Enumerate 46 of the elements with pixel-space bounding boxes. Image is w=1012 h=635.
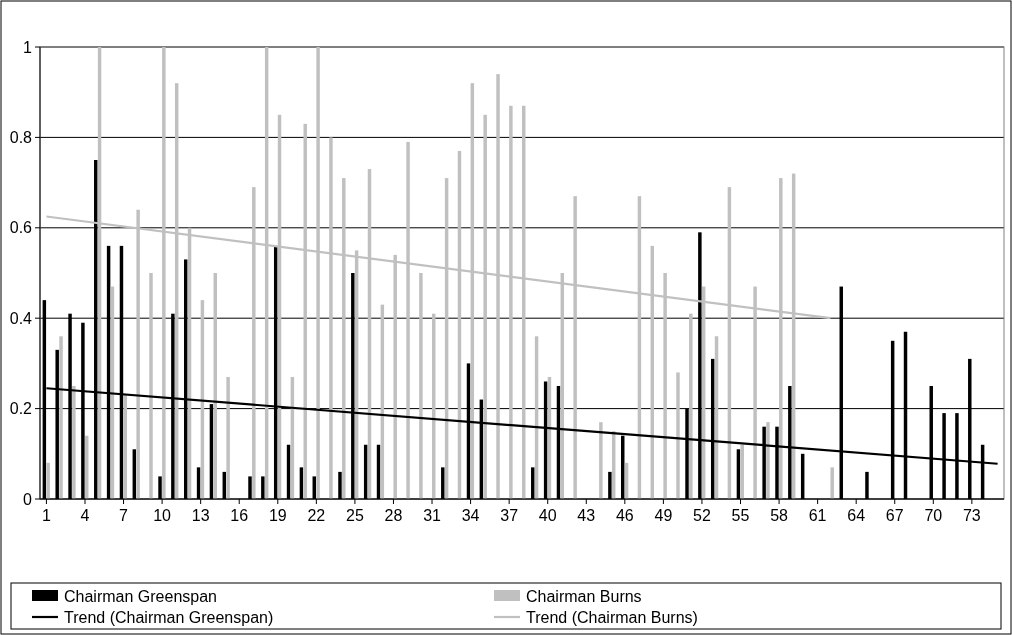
x-tick-label: 55 <box>731 507 750 524</box>
x-tick-label: 19 <box>268 507 287 524</box>
y-tick-label: 0.4 <box>9 309 33 327</box>
x-tick-label: 40 <box>538 507 557 524</box>
x-tick-label: 34 <box>461 507 480 524</box>
bar <box>59 336 63 499</box>
x-tick-label: 10 <box>153 507 172 524</box>
legend-label: Trend (Chairman Burns) <box>526 608 698 626</box>
x-tick-label: 52 <box>693 507 711 524</box>
bar <box>226 376 230 499</box>
legend-label: Chairman Greenspan <box>64 587 217 605</box>
y-tick-label: 0.6 <box>9 219 33 237</box>
x-tick-label: 73 <box>962 507 981 524</box>
x-tick-label: 67 <box>885 507 904 524</box>
x-tick-label: 4 <box>80 507 90 524</box>
legend-label: Trend (Chairman Greenspan) <box>64 608 274 626</box>
bar <box>676 372 680 499</box>
bar <box>149 273 153 499</box>
x-tick-label: 28 <box>384 507 403 524</box>
bar <box>419 273 423 499</box>
y-tick-label: 1 <box>23 38 33 56</box>
y-tick-label: 0.2 <box>9 400 33 418</box>
x-tick-label: 7 <box>119 507 129 524</box>
x-tick-label: 43 <box>577 507 596 524</box>
x-tick-label: 13 <box>191 507 210 524</box>
x-tick-label: 16 <box>230 507 249 524</box>
y-tick-label: 0.8 <box>9 129 33 146</box>
x-tick-label: 22 <box>307 507 326 524</box>
bar <box>46 462 50 499</box>
x-tick-label: 37 <box>500 507 519 524</box>
bar <box>689 313 693 499</box>
x-tick-label: 58 <box>770 507 789 524</box>
bar <box>72 386 76 499</box>
x-tick-label: 46 <box>615 507 634 524</box>
y-tick-label: 0 <box>23 490 33 508</box>
x-tick-label: 49 <box>654 507 673 524</box>
bar <box>830 467 834 499</box>
x-tick-label: 61 <box>808 507 827 524</box>
bar <box>599 422 603 499</box>
bar <box>766 422 770 499</box>
legend-label: Chairman Burns <box>526 587 642 605</box>
x-tick-label: 1 <box>41 507 51 524</box>
x-tick-label: 64 <box>847 507 866 524</box>
x-tick-label: 31 <box>423 507 442 524</box>
x-tick-label: 70 <box>924 507 943 524</box>
x-tick-label: 25 <box>346 507 364 524</box>
